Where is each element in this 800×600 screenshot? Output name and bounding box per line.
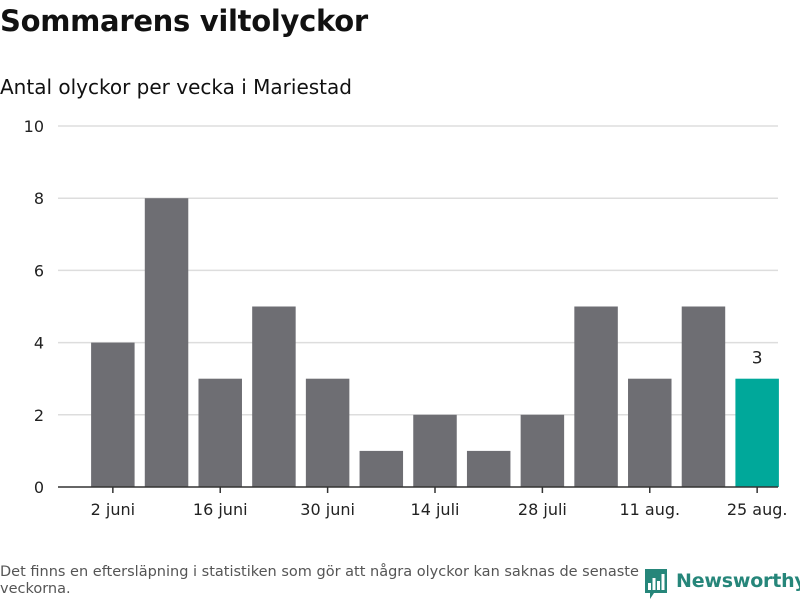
y-tick-label: 6 <box>34 261 44 280</box>
bar <box>520 414 565 487</box>
brand-logo: Newsworthy <box>644 568 800 600</box>
bar <box>359 450 404 487</box>
chart-title: Sommarens viltolyckor <box>0 4 368 38</box>
x-tick-label: 11 aug. <box>619 500 680 519</box>
x-tick-label: 30 juni <box>300 500 355 519</box>
bar <box>413 414 457 487</box>
x-tick-label: 14 juli <box>411 500 460 519</box>
data-label: 3 <box>752 349 763 369</box>
x-tick-label: 16 juni <box>193 500 248 519</box>
bar <box>628 378 672 487</box>
x-tick-label: 2 juni <box>91 500 135 519</box>
bar <box>91 342 135 487</box>
y-tick-label: 4 <box>34 334 44 353</box>
bar <box>305 378 350 487</box>
bar-highlighted <box>735 378 779 487</box>
y-tick-label: 8 <box>34 189 44 208</box>
bar <box>144 198 189 487</box>
x-tick-label: 28 juli <box>518 500 567 519</box>
footnote: Det finns en eftersläpning i statistiken… <box>0 564 639 597</box>
bar <box>681 306 726 487</box>
bar <box>198 378 242 487</box>
y-tick-label: 0 <box>34 478 44 497</box>
x-tick-label: 25 aug. <box>727 500 788 519</box>
bar-chart-speech-bubble-icon <box>645 569 667 599</box>
bar-chart: 0 2 4 6 8 10 3 2 juni 16 juni 30 juni 14 juli 28 ju… <box>24 117 788 519</box>
y-tick-label: 10 <box>24 117 44 136</box>
bar <box>574 306 618 487</box>
bar <box>466 450 511 487</box>
brand-name: Newsworthy <box>676 570 800 592</box>
y-tick-label: 2 <box>34 406 44 425</box>
bar <box>252 306 296 487</box>
chart-subtitle: Antal olyckor per vecka i Mariestad <box>0 75 352 99</box>
